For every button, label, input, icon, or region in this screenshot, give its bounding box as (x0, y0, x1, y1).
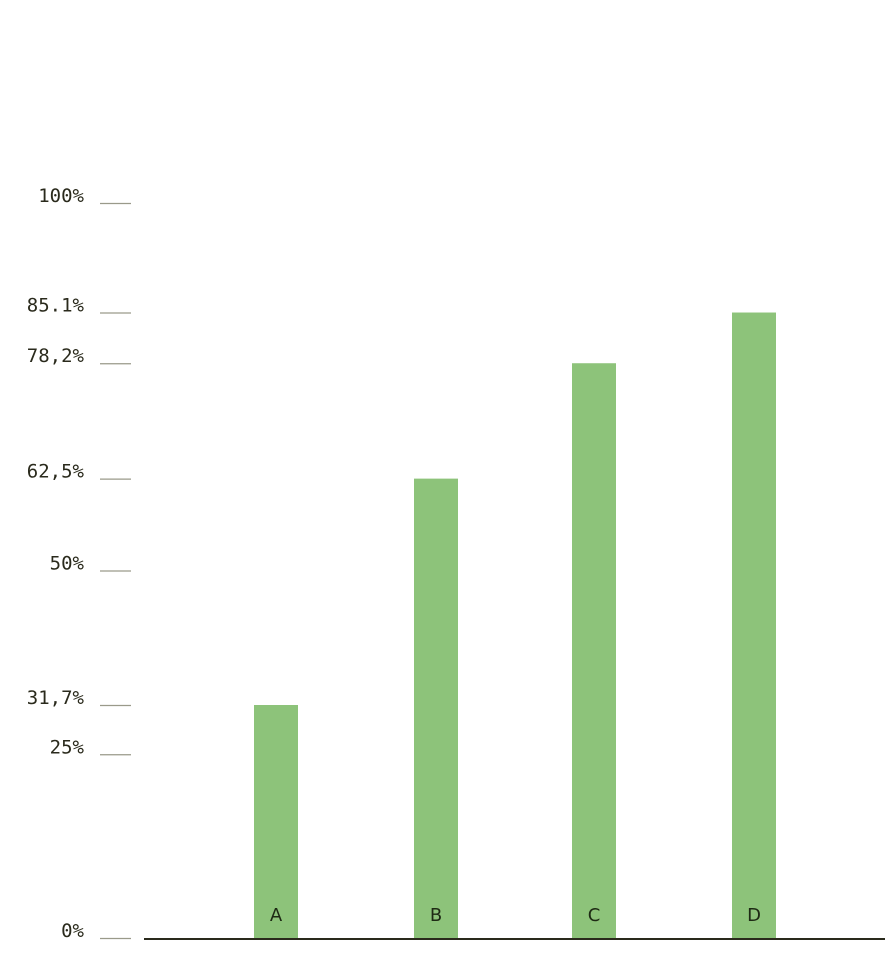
y-tick-label: 0% (61, 920, 84, 942)
y-axis-ticks: 100% 85.1% 78,2% 62,5% 50% 31,7% 25% 0% (27, 185, 131, 942)
category-label: A (270, 905, 283, 926)
y-tick-label: 25% (50, 736, 85, 758)
bar-c (572, 363, 616, 939)
category-labels: A B C D (270, 905, 761, 926)
y-tick-label: 85.1% (27, 295, 85, 317)
y-tick-label: 62,5% (27, 461, 85, 483)
y-tick-label: 100% (38, 185, 84, 207)
bar-b (414, 478, 458, 938)
bar-d (732, 312, 776, 938)
y-tick-label: 50% (50, 553, 85, 575)
bars (254, 312, 776, 939)
category-label: B (430, 905, 442, 926)
y-tick-label: 78,2% (27, 345, 85, 367)
category-label: D (747, 905, 761, 926)
y-tick-label: 31,7% (27, 687, 85, 709)
bar-a (254, 705, 298, 938)
category-label: C (588, 905, 601, 926)
